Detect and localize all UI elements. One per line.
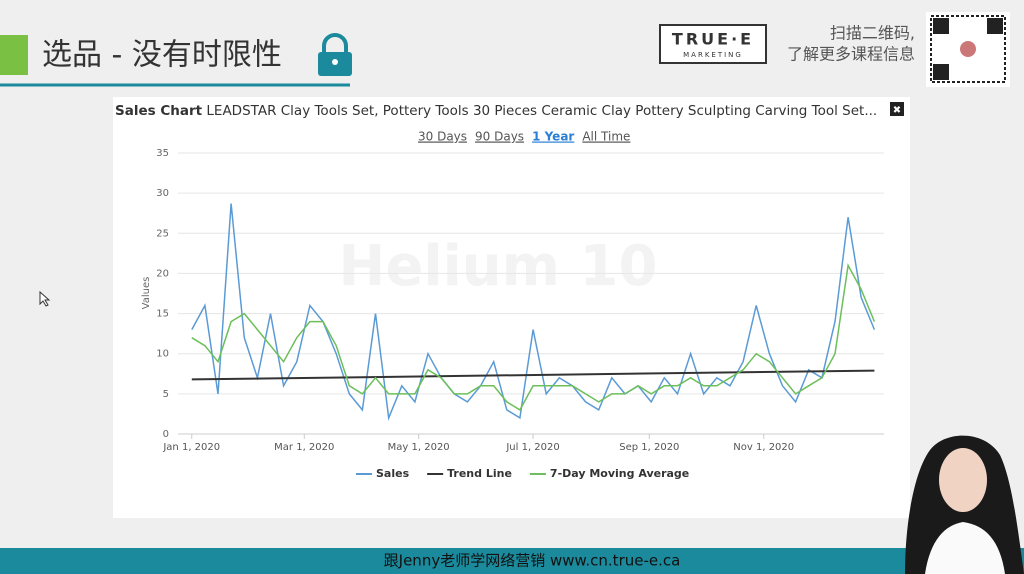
logo-main: TRUE·E [672, 30, 754, 49]
chart-panel [113, 97, 910, 518]
chart-title: Sales Chart LEADSTAR Clay Tools Set, Pot… [115, 103, 877, 119]
x-tick-label: Jan 1, 2020 [162, 442, 220, 453]
logo-sub: MARKETING [683, 51, 743, 59]
y-tick-label: 0 [163, 429, 169, 440]
x-tick-label: Sep 1, 2020 [619, 442, 679, 453]
chart-title-text: LEADSTAR Clay Tools Set, Pottery Tools 3… [206, 103, 877, 119]
y-tick-label: 10 [156, 349, 169, 360]
legend-label: Trend Line [447, 467, 512, 480]
legend-label: 7-Day Moving Average [550, 467, 689, 480]
qr-text: 了解更多课程信息 [787, 45, 915, 64]
accent-block [0, 35, 28, 75]
close-icon[interactable]: ✖ [893, 105, 901, 116]
x-tick-label: May 1, 2020 [388, 442, 450, 453]
series-line [191, 263, 876, 411]
footer-bar [0, 548, 1024, 574]
y-tick-label: 5 [163, 389, 169, 400]
y-axis-label: Values [141, 277, 152, 310]
cursor [39, 290, 51, 307]
y-tick-label: 35 [156, 148, 169, 159]
logo-box [659, 24, 767, 64]
range-button[interactable]: 90 Days [475, 130, 524, 144]
presenter-photo [905, 435, 1024, 574]
y-tick-label: 30 [156, 188, 169, 199]
series-line [191, 369, 875, 381]
x-tick-label: Jul 1, 2020 [505, 442, 559, 453]
lock-icon [318, 33, 352, 76]
x-tick-label: Mar 1, 2020 [274, 442, 334, 453]
chart-title-bold: Sales Chart [115, 103, 203, 119]
close-button[interactable] [890, 102, 904, 116]
range-button[interactable]: 30 Days [418, 130, 467, 144]
qr-text: 扫描二维码, [830, 24, 915, 43]
range-button[interactable]: All Time [582, 130, 630, 144]
y-tick-label: 20 [156, 268, 169, 279]
legend-label: Sales [376, 467, 410, 480]
qr-code [926, 12, 1010, 87]
x-tick-label: Nov 1, 2020 [733, 442, 794, 453]
range-button[interactable]: 1 Year [532, 130, 574, 144]
footer-text: 跟Jenny老师学网络营销 www.cn.true-e.ca [384, 552, 681, 570]
y-tick-label: 15 [156, 309, 169, 320]
y-tick-label: 25 [156, 228, 169, 239]
slide-title: 选品 - 没有时限性 [42, 38, 282, 73]
series-line [191, 203, 876, 421]
watermark: Helium 10 [339, 234, 658, 299]
